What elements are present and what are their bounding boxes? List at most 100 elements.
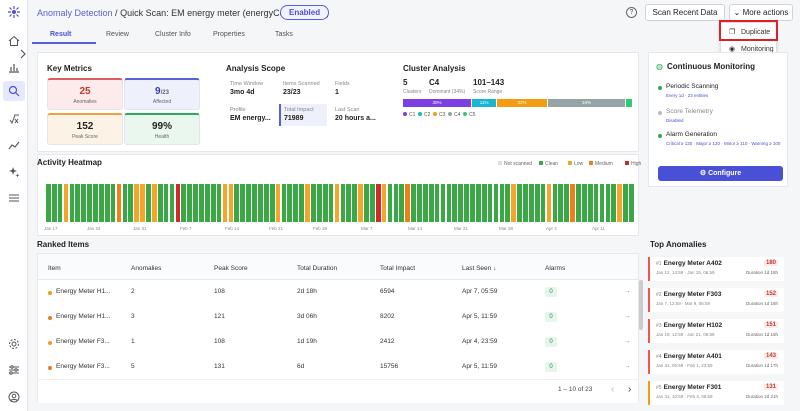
heatmap-cell[interactable] (428, 184, 434, 222)
heatmap-cell[interactable] (499, 184, 505, 222)
heatmap-cell[interactable] (252, 184, 257, 222)
heatmap-cell[interactable] (417, 184, 422, 222)
heatmap-cell[interactable] (534, 184, 540, 222)
heatmap-cell[interactable] (487, 184, 493, 222)
breadcrumb-link[interactable]: Anomaly Detection (37, 8, 113, 18)
heatmap-cell[interactable] (234, 184, 240, 222)
heatmap-cell[interactable] (405, 184, 410, 222)
heatmap-cell[interactable] (128, 184, 134, 222)
heatmap-cell[interactable] (570, 184, 575, 222)
heatmap-cell[interactable] (140, 184, 145, 222)
scan-recent-data-button[interactable]: Scan Recent Data (645, 4, 725, 21)
row-arrow-icon[interactable]: → (624, 288, 631, 295)
heatmap-cell[interactable] (422, 184, 428, 222)
heatmap-cell[interactable] (452, 184, 458, 222)
heatmap-cell[interactable] (222, 184, 228, 222)
heatmap-cell[interactable] (546, 184, 552, 222)
heatmap-cell[interactable] (511, 184, 516, 222)
heatmap-cell[interactable] (199, 184, 204, 222)
column-header-last-seen[interactable]: Last Seen ↓ (462, 265, 496, 272)
heatmap-cell[interactable] (269, 184, 275, 222)
heatmap-cell[interactable] (493, 184, 499, 222)
heatmap-cell[interactable] (411, 184, 416, 222)
heatmap-cell[interactable] (475, 184, 481, 222)
heatmap-cell[interactable] (369, 184, 375, 222)
heatmap-cell[interactable] (352, 184, 357, 222)
heatmap-cell[interactable] (57, 184, 63, 222)
heatmap-cell[interactable] (434, 184, 440, 222)
heatmap-cell[interactable] (611, 184, 617, 222)
heatmap-cell[interactable] (393, 184, 399, 222)
heatmap-cell[interactable] (505, 184, 511, 222)
row-arrow-icon[interactable]: → (624, 338, 631, 345)
heatmap-cell[interactable] (581, 184, 587, 222)
heatmap-cell[interactable] (617, 184, 623, 222)
heatmap-cell[interactable] (381, 184, 387, 222)
heatmap-cell[interactable] (564, 184, 569, 222)
heatmap-cell[interactable] (51, 184, 57, 222)
logo-icon[interactable] (7, 5, 21, 19)
top-anomaly-item[interactable]: #2 Energy Meter F303 Jan 7, 12:59 · Mar 9,… (648, 288, 784, 312)
cluster-segment[interactable] (626, 99, 632, 107)
heatmap-cell[interactable] (364, 184, 369, 222)
column-header-alarms[interactable]: Alarms (545, 265, 566, 272)
column-header-total-impact[interactable]: Total Impact (380, 265, 416, 272)
column-header-peak-score[interactable]: Peak Score (214, 265, 248, 272)
user-icon[interactable] (7, 390, 21, 404)
heatmap-cell[interactable] (311, 184, 316, 222)
heatmap-cell[interactable] (240, 184, 246, 222)
heatmap-cell[interactable] (81, 184, 87, 222)
heatmap-cell[interactable] (93, 184, 98, 222)
row-arrow-icon[interactable]: → (624, 313, 631, 320)
next-page-icon[interactable]: › (628, 384, 632, 395)
tab-tasks[interactable]: Tasks (275, 31, 293, 38)
heatmap-cell[interactable] (258, 184, 263, 222)
heatmap-cell[interactable] (287, 184, 293, 222)
heatmap-cell[interactable] (163, 184, 169, 222)
heatmap-cell[interactable] (523, 184, 528, 222)
top-anomaly-item[interactable]: #5 Energy Meter F301 Jan 31, 10:59 · Feb 3… (648, 381, 784, 405)
heatmap-cell[interactable] (387, 184, 393, 222)
prev-page-icon[interactable]: ‹ (611, 384, 615, 395)
menu-icon[interactable] (7, 191, 21, 205)
heatmap-cell[interactable] (399, 184, 405, 222)
row-arrow-icon[interactable]: → (624, 363, 631, 370)
search-icon[interactable] (3, 81, 25, 101)
heatmap-cell[interactable] (216, 184, 222, 222)
heatmap-cell[interactable] (122, 184, 128, 222)
heatmap-cell[interactable] (293, 184, 299, 222)
table-row[interactable]: Energy Meter F3... 1 108 1d 19h 2412 Apr 4, 2… (38, 330, 636, 356)
heatmap-cell[interactable] (358, 184, 363, 222)
heatmap-cell[interactable] (305, 184, 310, 222)
heatmap-cell[interactable] (528, 184, 534, 222)
help-icon[interactable]: ? (626, 7, 637, 18)
heatmap-cell[interactable] (134, 184, 140, 222)
tab-properties[interactable]: Properties (213, 31, 245, 38)
table-row[interactable]: Energy Meter H1... 2 108 2d 18h 6594 Apr 7, 0… (38, 280, 636, 306)
heatmap-cell[interactable] (470, 184, 475, 222)
peak-score-card[interactable]: 152 Peak Score (47, 113, 123, 145)
heatmap-cell[interactable] (599, 184, 605, 222)
heatmap-cell[interactable] (281, 184, 287, 222)
heatmap-cell[interactable] (187, 184, 193, 222)
table-scrollbar[interactable] (639, 280, 643, 330)
heatmap-cell[interactable] (246, 184, 251, 222)
heatmap-cell[interactable] (328, 184, 334, 222)
heatmap-cell[interactable] (340, 184, 346, 222)
heatmap-cell[interactable] (440, 184, 446, 222)
heatmap-cell[interactable] (316, 184, 322, 222)
menu-item-monitoring[interactable]: ◉ Monitoring (721, 43, 778, 57)
heatmap-cell[interactable] (593, 184, 599, 222)
heatmap-cell[interactable] (375, 184, 381, 222)
sparkle-icon[interactable] (7, 165, 21, 179)
heatmap-cell[interactable] (75, 184, 81, 222)
table-row[interactable]: Energy Meter F3... 5 131 6d 15756 Apr 5, 11:5… (38, 355, 636, 381)
heatmap-cell[interactable] (322, 184, 328, 222)
function-icon[interactable] (7, 112, 21, 126)
heatmap-cell[interactable] (116, 184, 122, 222)
heatmap-cell[interactable] (104, 184, 110, 222)
sliders-icon[interactable] (7, 363, 21, 377)
expand-chevron-icon[interactable] (16, 47, 30, 61)
heatmap-cell[interactable] (210, 184, 216, 222)
column-header-total-duration[interactable]: Total Duration (297, 265, 338, 272)
